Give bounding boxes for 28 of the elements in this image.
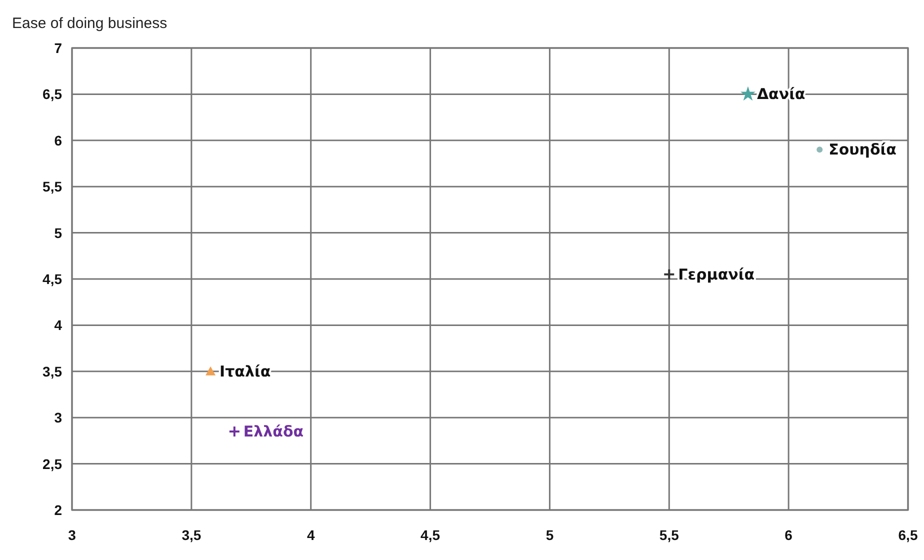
series-label: Ελλάδα (243, 422, 304, 440)
x-tick-label: 5,5 (659, 527, 680, 543)
x-tick-label: 4 (306, 527, 315, 543)
y-tick-label: 4 (54, 317, 62, 334)
point (228, 425, 240, 438)
y-tick-label: 6,5 (42, 86, 62, 102)
y-axis-title: Ease of doing business (12, 15, 168, 32)
y-tick-label: 4,5 (42, 271, 62, 287)
series-label: Γερμανία (678, 265, 754, 284)
x-tick-label: 6 (784, 527, 793, 543)
point (663, 268, 676, 280)
x-tick-label: 3,5 (182, 527, 202, 543)
y-tick-label: 3,5 (42, 363, 62, 380)
y-tick-label: 5 (54, 224, 62, 241)
y-tick-label: 7 (54, 40, 62, 56)
y-tick-label: 2,5 (42, 456, 62, 472)
y-tick-label: 2 (54, 502, 62, 518)
point (816, 146, 823, 153)
x-tick-label: 4,5 (420, 527, 440, 543)
x-tick-label: 5 (546, 527, 554, 543)
y-tick-label: 3 (54, 410, 62, 426)
point (206, 366, 216, 376)
x-tick-label: 3 (68, 527, 76, 543)
x-tick-label: 6,5 (898, 527, 918, 543)
series-label: Σουηδία (828, 140, 896, 159)
y-tick-label: 5,5 (42, 178, 62, 195)
y-tick-label: 6 (54, 132, 62, 148)
point (740, 86, 756, 101)
